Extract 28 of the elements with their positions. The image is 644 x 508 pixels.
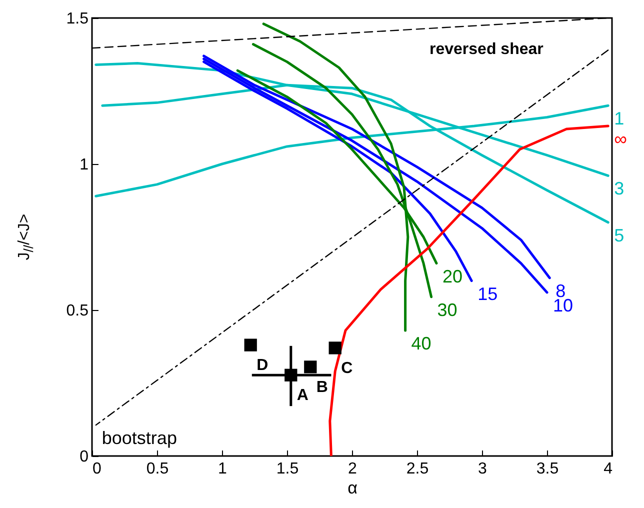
annotation: C — [341, 360, 354, 377]
annotation: B — [316, 378, 328, 396]
x-tick-label: 0 — [92, 460, 102, 478]
x-tick-label: 2 — [348, 460, 358, 478]
annotation: D — [256, 357, 268, 374]
x-tick-label: 3 — [478, 460, 488, 478]
y-tick-label: 1.5 — [66, 10, 89, 28]
x-tick-label: 4 — [604, 460, 613, 478]
x-tick-label: 0.5 — [146, 460, 169, 478]
series-label: 40 — [411, 333, 432, 354]
series-label: 1 — [614, 108, 624, 129]
annotation: reversed shear — [430, 40, 544, 58]
series-label: ∞ — [614, 129, 628, 150]
series-label: 20 — [442, 266, 463, 286]
y-tick-label: 1 — [80, 156, 89, 174]
x-tick-label: 1 — [218, 460, 228, 478]
annotation: A — [296, 387, 309, 404]
x-tick-label: 2.5 — [406, 460, 429, 478]
x-tick-label: 1.5 — [276, 460, 299, 478]
x-axis-title: α — [348, 478, 358, 498]
series-label: 5 — [614, 225, 624, 246]
series-label: 15 — [478, 284, 498, 304]
series-label: 30 — [437, 300, 458, 320]
series-label: bootstrap — [102, 428, 177, 448]
y-tick-label: 0.5 — [66, 302, 89, 320]
series-label: 3 — [614, 178, 624, 199]
x-tick-label: 3.5 — [536, 460, 559, 478]
y-tick-label: 0 — [80, 448, 89, 466]
